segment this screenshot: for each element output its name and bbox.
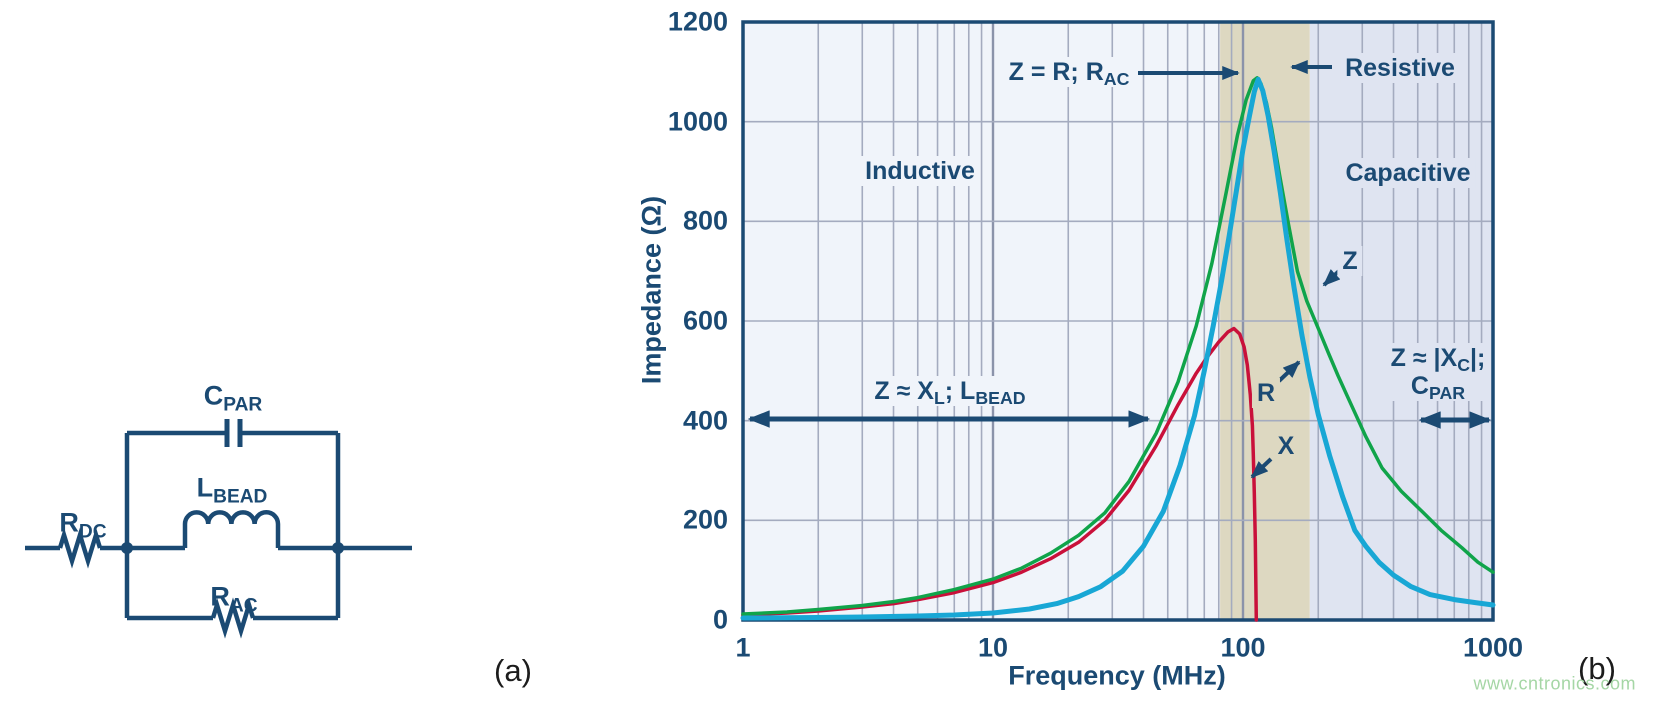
inductor-lbead-symbol	[182, 510, 281, 525]
curve-label-z-text: Z	[1342, 247, 1358, 275]
region-label-capacitive: Capacitive	[1340, 158, 1476, 188]
cpar-label: CPAR	[203, 380, 263, 416]
capacitive-region-formula-text: C	[1410, 372, 1429, 400]
lbead-label-sub: BEAD	[213, 486, 268, 508]
chart-curves	[740, 76, 1496, 622]
inductive-region-formula-sub: L	[933, 388, 945, 409]
x-axis-title: Frequency (MHz)	[1008, 660, 1226, 691]
curve-r	[740, 76, 1496, 621]
annotation-arrows	[747, 60, 1492, 479]
capacitive-region-formula-sub: PAR	[1428, 383, 1466, 404]
rdc-label-base: R	[59, 507, 79, 538]
rac-label-base: R	[210, 581, 230, 612]
resistor-rac-symbol	[210, 597, 256, 639]
cpar-label-sub: PAR	[223, 394, 263, 416]
capacitor-cpar-symbol	[224, 419, 243, 447]
curve-label-r-text: R	[1256, 379, 1276, 407]
y-tick-label: 800	[682, 205, 728, 236]
x-tick-label: 10	[977, 632, 1009, 663]
curve-z	[741, 76, 1495, 616]
rac-label-sub: AC	[229, 595, 258, 617]
inductive-region-formula: Z ≈ XL; LBEAD	[869, 376, 1031, 409]
y-axis-title: Impedance (Ω)	[636, 195, 667, 385]
inductive-region-formula-text: Z ≈ X	[874, 377, 934, 405]
x-tick-label: 1000	[1462, 632, 1524, 663]
right-node-dot	[332, 542, 344, 554]
y-tick-label: 400	[682, 405, 728, 436]
circuit-diagram	[25, 419, 412, 639]
y-tick-label: 600	[682, 305, 728, 336]
region-label-inductive: Inductive	[860, 156, 980, 186]
curve-label-z: Z	[1337, 246, 1363, 276]
curve-x	[741, 326, 1259, 622]
inductive-region-formula-sub: BEAD	[975, 388, 1026, 409]
x-tick-label: 1	[735, 632, 751, 663]
rdc-label-sub: DC	[78, 521, 107, 543]
inductive-region-formula-text: ; L	[944, 377, 976, 405]
capacitive-region-formula-text: Z ≈ |X	[1390, 344, 1458, 372]
resistor-rdc-symbol	[57, 527, 103, 569]
capacitive-region-formula-text: |;	[1470, 344, 1486, 372]
lbead-label-base: L	[196, 472, 214, 503]
plot-border	[741, 20, 1495, 622]
panel-b-label: (b)	[1578, 651, 1616, 686]
z-equals-r-label-text: Z = R; R	[1008, 58, 1104, 86]
watermark: www.cntronics.com	[1473, 673, 1636, 694]
left-node-dot	[121, 542, 133, 554]
curve-label-x-text: X	[1277, 432, 1295, 460]
y-tick-label: 200	[682, 504, 728, 535]
z-equals-r-label: Z = R; RAC	[1003, 57, 1135, 90]
y-tick-label: 1000	[667, 106, 728, 137]
y-tick-label: 0	[712, 604, 728, 635]
curve-label-z-arrow	[1322, 269, 1341, 287]
curve-label-x: X	[1272, 431, 1300, 461]
curve-label-r-arrow	[1277, 360, 1301, 383]
panel-a-label: (a)	[494, 653, 532, 688]
curve-label-r: R	[1251, 378, 1281, 408]
capacitive-region-formula-sub: C	[1457, 355, 1471, 376]
chart-gridlines	[743, 22, 1493, 620]
region-label-resistive: Resistive	[1340, 53, 1460, 83]
lbead-label: LBEAD	[196, 472, 268, 508]
cpar-label-base: C	[203, 380, 224, 411]
z-equals-r-label-sub: AC	[1103, 69, 1130, 90]
middle-branch-wire	[127, 524, 188, 551]
middle-branch-wire-right	[275, 524, 338, 551]
x-tick-label: 100	[1220, 632, 1266, 663]
capacitive-region-formula: Z ≈ |XC|; CPAR	[1385, 343, 1491, 404]
curve-label-x-arrow	[1250, 457, 1273, 479]
y-tick-label: 1200	[667, 6, 728, 37]
rdc-label: RDC	[59, 507, 107, 543]
rac-label: RAC	[210, 581, 258, 617]
